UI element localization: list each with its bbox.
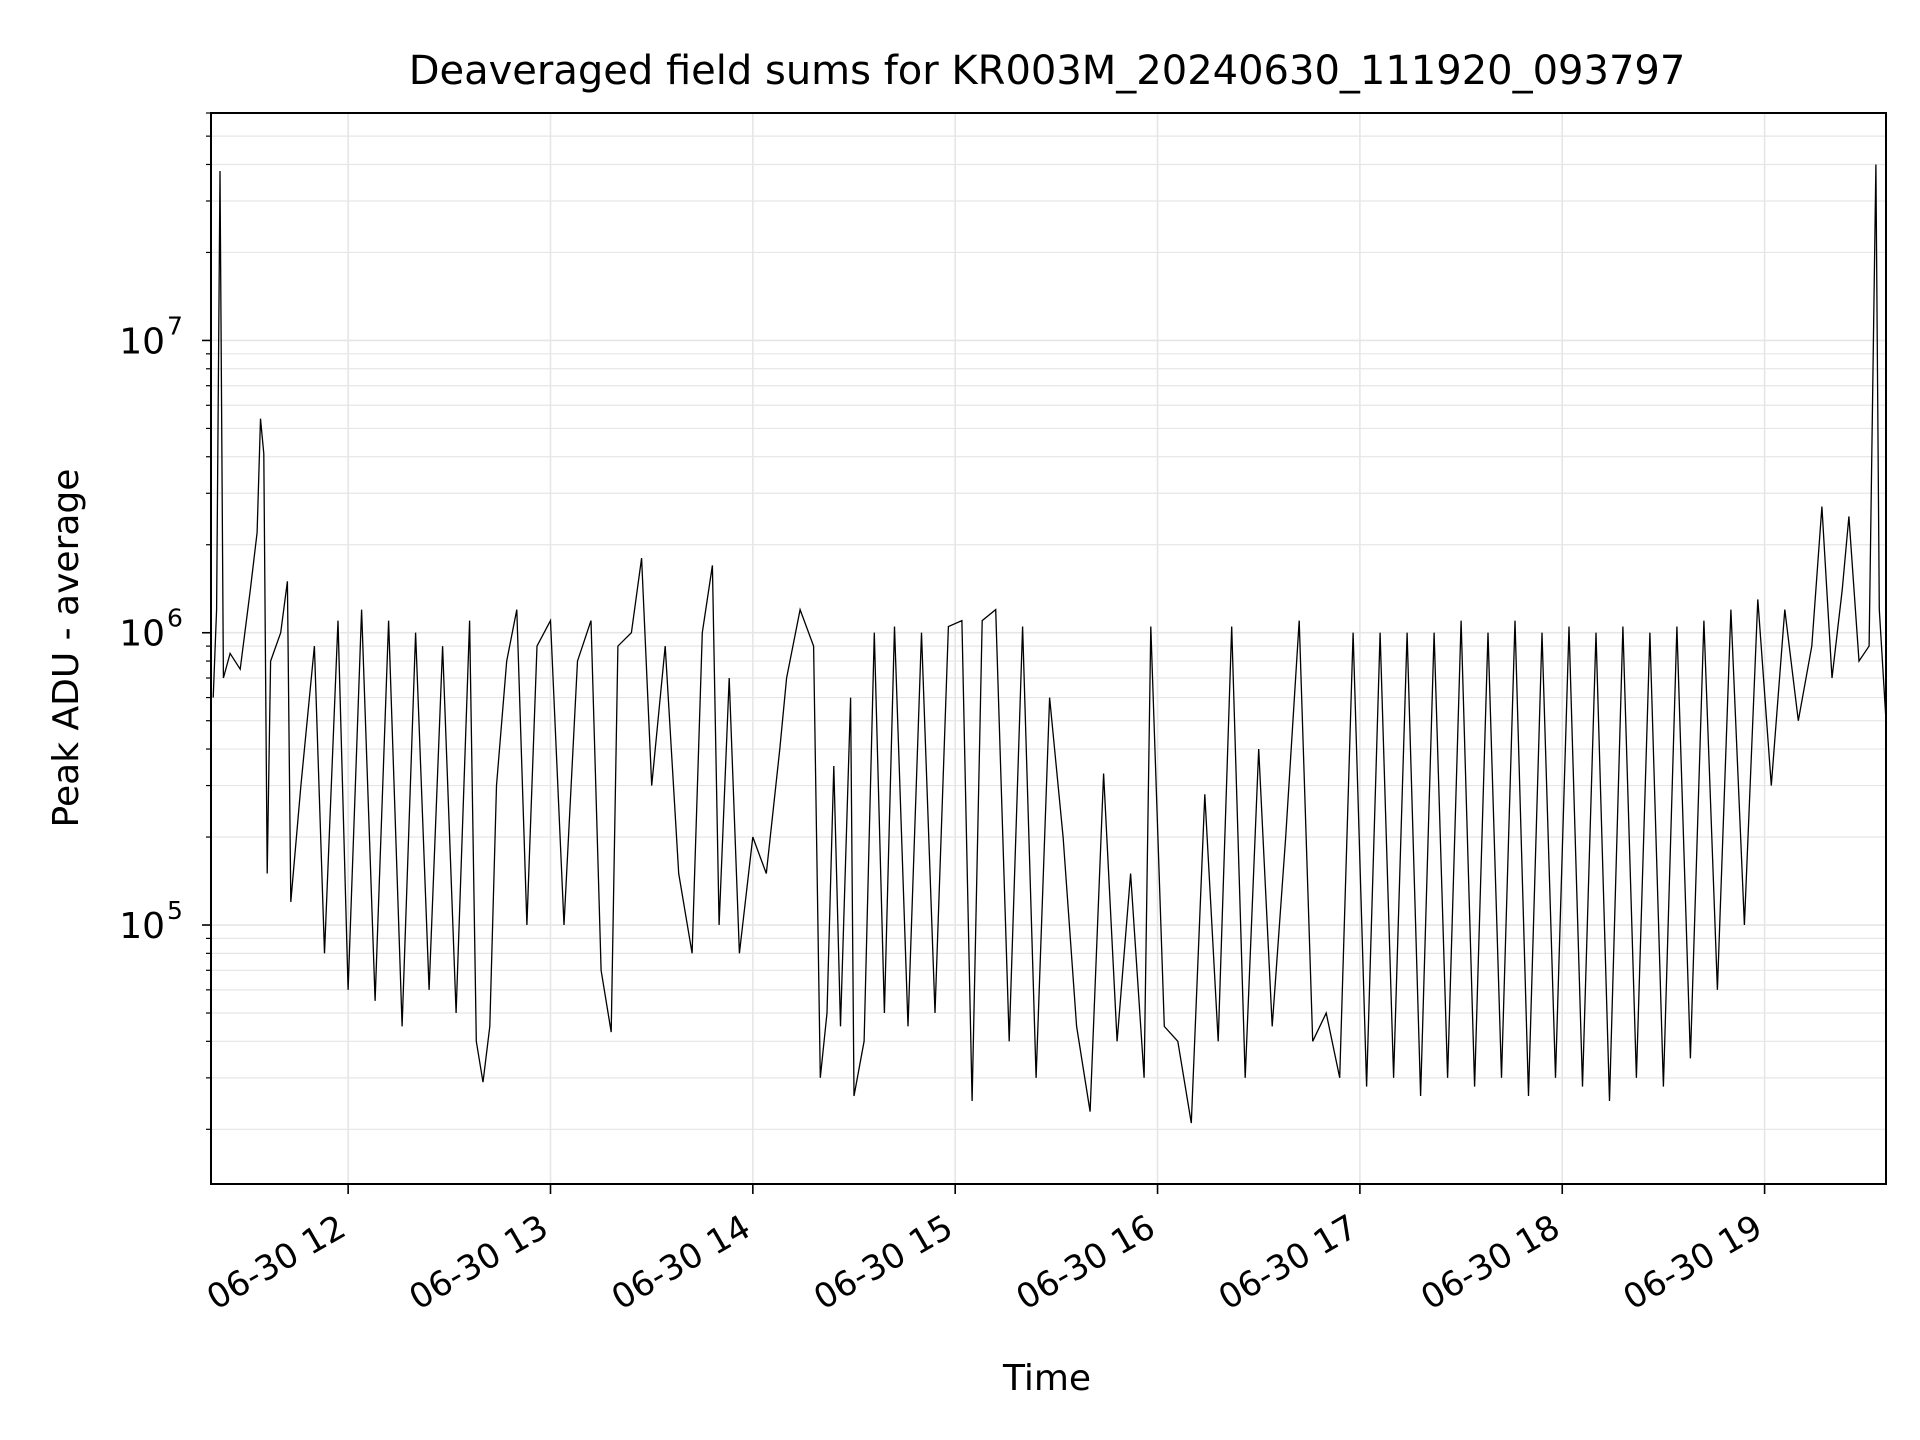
chart-title: Deaveraged field sums for KR003M_2024063… xyxy=(409,48,1686,94)
plot-frame xyxy=(210,112,1887,1185)
x-tick-label: 06-30 12 xyxy=(200,1207,352,1318)
x-tick-label: 06-30 15 xyxy=(807,1207,959,1318)
x-axis-label: Time xyxy=(1002,1358,1091,1399)
x-tick-label: 06-30 14 xyxy=(605,1207,757,1318)
series-line xyxy=(212,164,1887,1124)
x-tick-label: 06-30 18 xyxy=(1414,1207,1566,1318)
y-tick-label: 10 xyxy=(119,614,165,655)
x-tick-label: 06-30 19 xyxy=(1617,1207,1769,1318)
y-axis-label: Peak ADU - average xyxy=(46,469,87,828)
y-tick-label: 10 xyxy=(119,906,165,947)
y-tick-exponent: 6 xyxy=(167,604,183,633)
y-tick-label: 10 xyxy=(119,321,165,362)
x-tick-label: 06-30 17 xyxy=(1212,1207,1364,1318)
y-tick-exponent: 7 xyxy=(167,311,183,340)
x-tick-label: 06-30 16 xyxy=(1010,1207,1162,1318)
y-tick-exponent: 5 xyxy=(167,896,183,925)
x-tick-label: 06-30 13 xyxy=(403,1207,555,1318)
